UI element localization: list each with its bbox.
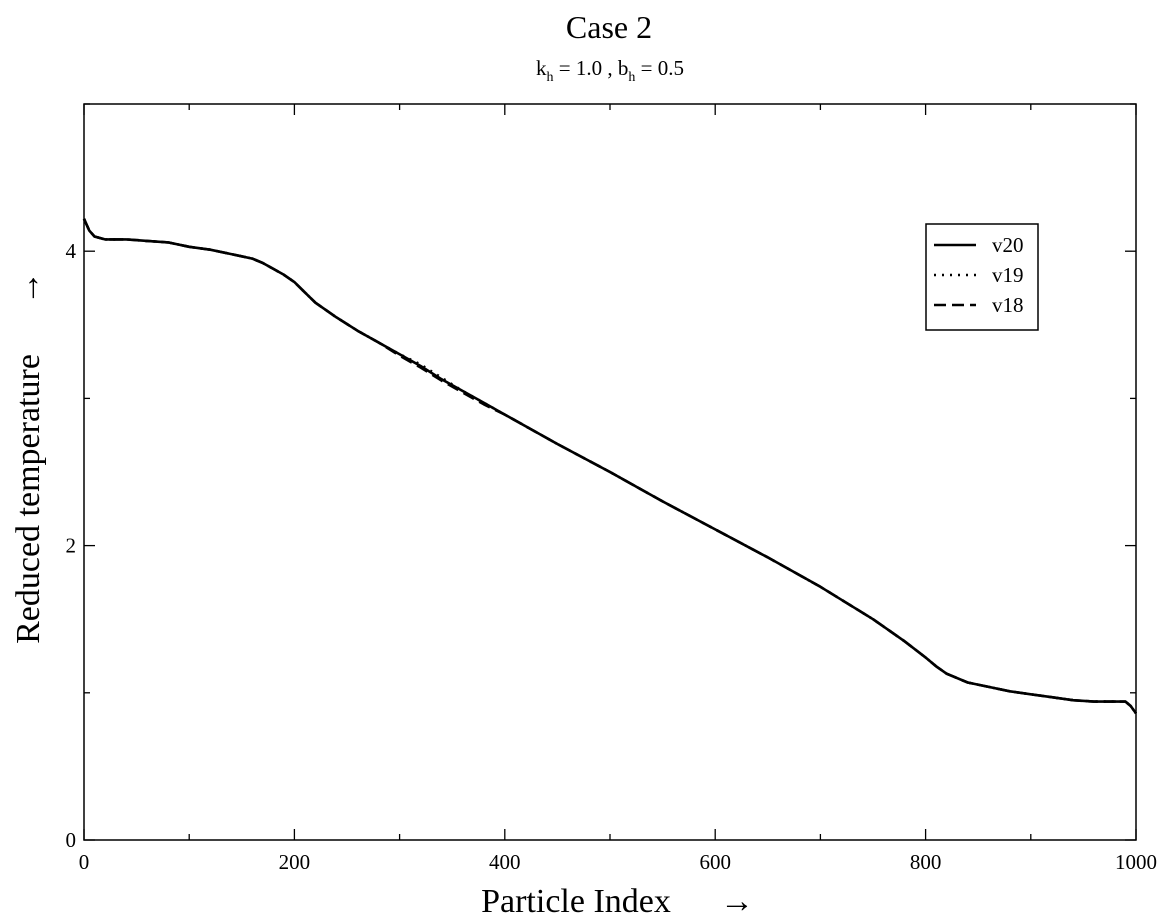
y-axis-arrow: → (10, 271, 47, 305)
x-axis-label: Particle Index (481, 883, 671, 920)
y-tick-labels: 0 2 4 (66, 239, 77, 852)
y-axis-label: Reduced temperature (10, 354, 47, 644)
legend-label-v20: v20 (992, 233, 1024, 257)
x-tick-label: 0 (79, 850, 90, 874)
subtitle-k: k (536, 56, 547, 80)
y-tick-label: 0 (66, 828, 77, 852)
x-tick-label: 400 (489, 850, 521, 874)
y-tick-label: 2 (66, 534, 77, 558)
y-tick-label: 4 (66, 239, 77, 263)
series-line-v18 (82, 218, 1138, 715)
x-axis-arrow: → (720, 883, 754, 920)
x-tick-label: 1000 (1115, 850, 1157, 874)
series-layer (82, 218, 1138, 715)
subtitle-k-subscript: h (547, 70, 554, 85)
chart-title: Case 2 (566, 9, 652, 45)
subtitle-k-value: = 1.0 , (554, 56, 618, 80)
x-tick-label: 600 (699, 850, 731, 874)
legend: v20 v19 v18 (925, 223, 1039, 331)
x-tick-label: 800 (910, 850, 942, 874)
subtitle-b: b (618, 56, 629, 80)
axis-ticks (83, 103, 1137, 841)
subtitle-b-value: = 0.5 (635, 56, 684, 80)
subtitle-b-subscript: h (628, 70, 635, 85)
legend-label-v19: v19 (992, 263, 1024, 287)
legend-box (925, 223, 1039, 331)
legend-label-v18: v18 (992, 293, 1024, 317)
x-tick-labels: 0 200 400 600 800 1000 (79, 850, 1157, 874)
legend-items: v20 v19 v18 (934, 233, 1024, 317)
x-tick-label: 200 (279, 850, 311, 874)
chart-subtitle: kh = 1.0 , bh = 0.5 (536, 56, 684, 85)
